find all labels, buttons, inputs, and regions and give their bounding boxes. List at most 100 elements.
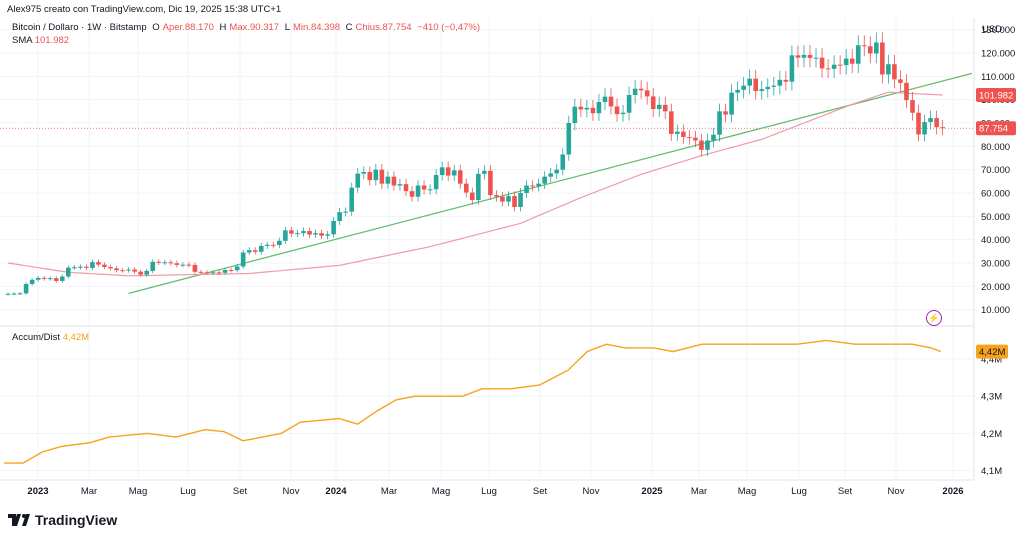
price-tick-label: 10.000 bbox=[981, 305, 1010, 316]
sma-line bbox=[7, 91, 943, 277]
price-tick-label: 50.000 bbox=[981, 212, 1010, 223]
candle-body bbox=[162, 262, 168, 264]
sma-legend: SMA 101.982 bbox=[12, 35, 69, 46]
sma-price-tag: 101.982 bbox=[979, 91, 1013, 102]
candle-body bbox=[608, 96, 614, 107]
time-tick-label: Set bbox=[233, 486, 248, 497]
candle-body bbox=[819, 57, 825, 69]
candle-body bbox=[650, 96, 656, 109]
candle-body bbox=[168, 262, 174, 264]
lightning-icon[interactable]: ⚡ bbox=[926, 310, 942, 326]
time-tick-label: Mar bbox=[381, 486, 397, 497]
candle-body bbox=[379, 169, 385, 184]
candle-body bbox=[892, 64, 897, 80]
candle-body bbox=[620, 112, 626, 115]
price-tick-label: 30.000 bbox=[981, 259, 1010, 270]
candle-body bbox=[518, 193, 523, 207]
candle-body bbox=[572, 106, 578, 123]
candle-body bbox=[614, 106, 620, 115]
trendline bbox=[128, 72, 973, 294]
ad-price-tag: 4,42M bbox=[979, 347, 1005, 358]
candle-body bbox=[880, 42, 885, 75]
candle-body bbox=[759, 89, 765, 92]
time-tick-label: 2026 bbox=[942, 486, 963, 497]
candle-body bbox=[723, 111, 728, 115]
candle-body bbox=[922, 122, 927, 135]
candle-body bbox=[584, 107, 590, 110]
last-price-tag-bg bbox=[976, 121, 1016, 136]
candle-body bbox=[506, 196, 511, 202]
candle-body bbox=[861, 45, 867, 47]
candle-body bbox=[463, 183, 469, 193]
ad-line bbox=[4, 339, 942, 464]
candle-body bbox=[904, 82, 909, 101]
price-tick-label: 60.000 bbox=[981, 189, 1010, 200]
candle-body bbox=[470, 192, 475, 200]
price-tick-label: 70.000 bbox=[981, 165, 1010, 176]
candle-body bbox=[777, 79, 783, 86]
candle-body bbox=[874, 42, 879, 54]
time-tick-label: Set bbox=[838, 486, 853, 497]
candle-body bbox=[295, 233, 300, 235]
candle-body bbox=[35, 277, 41, 280]
candle-body bbox=[240, 252, 246, 267]
sma-label: SMA bbox=[12, 35, 33, 46]
candle-body bbox=[783, 79, 789, 82]
sma-price-tag-bg bbox=[976, 88, 1016, 103]
time-tick-label: Lug bbox=[791, 486, 807, 497]
candle-body bbox=[662, 104, 668, 112]
time-tick-label: 2024 bbox=[325, 486, 347, 497]
close-label: C bbox=[345, 22, 353, 33]
candle-body bbox=[934, 118, 939, 128]
candle-body bbox=[482, 170, 487, 174]
candle-body bbox=[928, 118, 933, 123]
candle-body bbox=[831, 64, 837, 69]
price-tick-label: 20.000 bbox=[981, 282, 1010, 293]
ad-label: Accum/Dist bbox=[12, 332, 61, 343]
candle-body bbox=[409, 191, 415, 197]
candle-body bbox=[59, 276, 65, 281]
time-tick-label: Set bbox=[533, 486, 548, 497]
candle-body bbox=[373, 169, 379, 181]
time-tick-label: Nov bbox=[283, 486, 300, 497]
candle-body bbox=[186, 264, 192, 266]
tradingview-logo: TradingView bbox=[8, 512, 117, 528]
ad-tick-label: 4,3M bbox=[981, 392, 1002, 403]
time-tick-label: Mag bbox=[432, 486, 450, 497]
candle-body bbox=[711, 134, 716, 141]
candle-body bbox=[849, 58, 855, 64]
high-label: H bbox=[219, 22, 227, 33]
candle-body bbox=[150, 261, 156, 271]
candle-body bbox=[343, 211, 348, 213]
ad-tick-label: 4,2M bbox=[981, 429, 1002, 440]
candle-body bbox=[391, 176, 397, 186]
low-value: Min.84.398 bbox=[293, 22, 341, 33]
symbol-legend: Bitcoin / Dollaro · 1W · Bitstamp O Aper.… bbox=[12, 22, 483, 33]
currency-label: USD bbox=[982, 24, 1003, 35]
candle-body bbox=[210, 272, 216, 274]
candle-body bbox=[681, 131, 686, 137]
candle-body bbox=[313, 233, 318, 235]
time-tick-label: Lug bbox=[180, 486, 196, 497]
candle-body bbox=[319, 233, 324, 236]
candle-body bbox=[626, 95, 632, 113]
candle-body bbox=[234, 266, 240, 271]
candle-body bbox=[476, 173, 481, 200]
open-value: Aper.88.170 bbox=[162, 22, 214, 33]
candle-body bbox=[843, 58, 849, 66]
candle-body bbox=[735, 89, 740, 93]
candle-body bbox=[729, 92, 734, 115]
candle-body bbox=[198, 271, 204, 273]
candle-body bbox=[632, 88, 638, 95]
candle-body bbox=[548, 173, 553, 177]
price-tick-label: 40.000 bbox=[981, 235, 1010, 246]
candle-body bbox=[271, 244, 276, 246]
time-tick-label: 2023 bbox=[27, 486, 48, 497]
candle-body bbox=[41, 277, 47, 279]
tradingview-logo-icon bbox=[8, 514, 30, 526]
candle-body bbox=[367, 172, 373, 181]
candle-body bbox=[331, 221, 336, 235]
candle-body bbox=[23, 284, 29, 294]
candle-body bbox=[741, 85, 746, 90]
